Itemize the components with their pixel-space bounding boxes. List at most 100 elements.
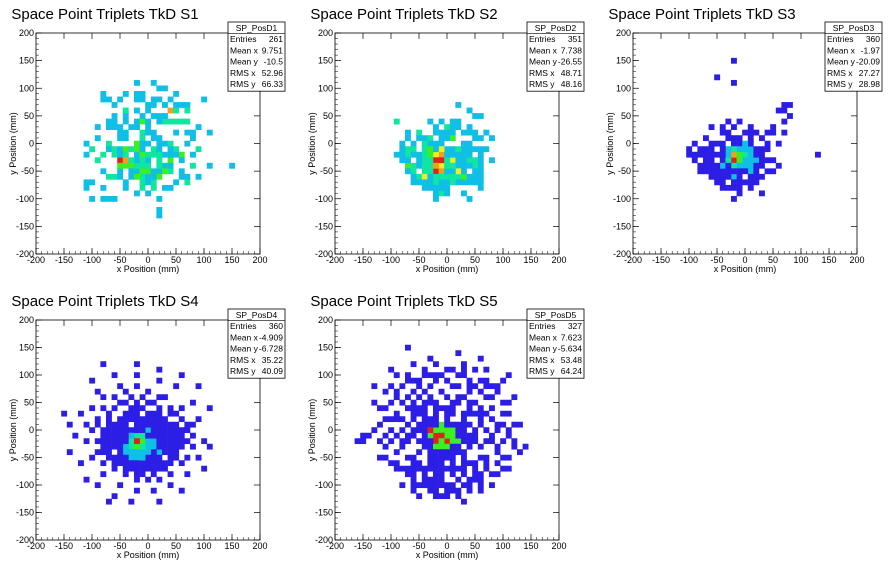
histogram-bin (122, 427, 129, 434)
histogram-bin (505, 372, 512, 379)
histogram-bin (139, 471, 146, 478)
stats-value: -1.97 (861, 45, 881, 55)
histogram-bin (714, 179, 721, 186)
histogram-bin (427, 355, 434, 362)
histogram-bin (433, 449, 439, 456)
histogram-bin (421, 405, 428, 412)
histogram-bin (111, 124, 118, 130)
histogram-bin (128, 498, 135, 505)
y-tick-label: -200 (16, 249, 34, 259)
histogram-bin (449, 383, 456, 390)
histogram-bin (167, 449, 174, 456)
histogram-bin (461, 361, 467, 368)
histogram-bin (83, 476, 90, 483)
histogram-bin (111, 372, 118, 379)
y-tick-label: 50 (24, 398, 34, 408)
histogram-bin (139, 432, 146, 439)
histogram-bin (134, 454, 140, 461)
x-tick-label: 150 (224, 541, 239, 551)
histogram-bin (691, 157, 698, 164)
histogram-bin (111, 454, 118, 461)
histogram-bin (511, 438, 518, 445)
histogram-bin (134, 79, 140, 86)
histogram-bin (162, 421, 168, 428)
histogram-bin (145, 173, 152, 180)
histogram-bin (393, 388, 400, 395)
histogram-bin (134, 372, 140, 379)
histogram-bin (433, 140, 439, 147)
x-tick-label: 200 (551, 541, 566, 551)
histogram-bin (449, 405, 456, 412)
histogram-bin (111, 394, 118, 401)
histogram-bin (438, 482, 445, 489)
histogram-bin (150, 179, 157, 186)
histogram-bin (156, 377, 163, 384)
histogram-bin (167, 443, 174, 450)
histogram-bin (134, 140, 140, 147)
histogram-bin (128, 454, 135, 461)
histogram-bin (427, 394, 434, 401)
histogram-bin (438, 443, 445, 450)
histogram-bin (438, 372, 445, 379)
histogram-bin (472, 113, 479, 119)
histogram-bin (736, 179, 743, 186)
histogram-bin (489, 432, 495, 439)
histogram-bin (421, 399, 428, 406)
histogram-bin (449, 471, 456, 478)
histogram-bin (714, 162, 721, 169)
histogram-bin (731, 146, 737, 153)
histogram-bin (117, 151, 124, 158)
histogram-bin (742, 151, 749, 158)
histogram-bin (128, 460, 135, 467)
histogram-bin (388, 366, 395, 373)
histogram-bin (100, 432, 107, 439)
histogram-bin (438, 140, 445, 147)
histogram-bin (206, 405, 213, 412)
stats-label: Mean x (230, 45, 259, 55)
histogram-bin (731, 162, 737, 169)
histogram-bin (122, 107, 129, 114)
histogram-bin (449, 438, 456, 445)
histogram-bin (466, 405, 473, 412)
histogram-bin (89, 454, 96, 461)
histogram-bin (167, 118, 174, 125)
histogram-bin (139, 91, 146, 97)
histogram-bin (167, 405, 174, 412)
histogram-bin (399, 157, 406, 164)
histogram-bin (405, 157, 411, 164)
histogram-bin (444, 482, 451, 489)
y-tick-label: -200 (315, 249, 333, 259)
histogram-bin (433, 421, 439, 428)
histogram-bin (145, 449, 152, 456)
histogram-bin (134, 146, 140, 153)
histogram-bin (393, 460, 400, 467)
histogram-bin (686, 151, 693, 158)
histogram-bin (438, 421, 445, 428)
histogram-bin (150, 151, 157, 158)
histogram-bin (433, 129, 439, 136)
histogram-bin (747, 135, 754, 142)
stats-label: Mean y (827, 57, 856, 67)
histogram-bin (399, 383, 406, 390)
y-tick-label: 150 (318, 56, 333, 66)
histogram-bin (433, 372, 439, 379)
histogram-bin (477, 416, 484, 423)
histogram-bin (747, 129, 754, 136)
histogram-bin (742, 168, 749, 175)
histogram-bin (427, 146, 434, 153)
histogram-bin (134, 460, 140, 467)
histogram-bin (421, 151, 428, 158)
histogram-bin (399, 443, 406, 450)
histogram-bin (489, 482, 495, 489)
histogram-bin (128, 416, 135, 423)
histogram-bin (427, 449, 434, 456)
histogram-bin (433, 157, 439, 164)
stats-value: 35.22 (262, 355, 284, 365)
histogram-bin (393, 151, 400, 158)
histogram-bin (416, 410, 423, 417)
histogram-bin (100, 460, 107, 467)
histogram-bin (190, 432, 196, 439)
histogram-bin (410, 410, 417, 417)
histogram-bin (736, 184, 743, 191)
histogram-bin (184, 454, 191, 461)
